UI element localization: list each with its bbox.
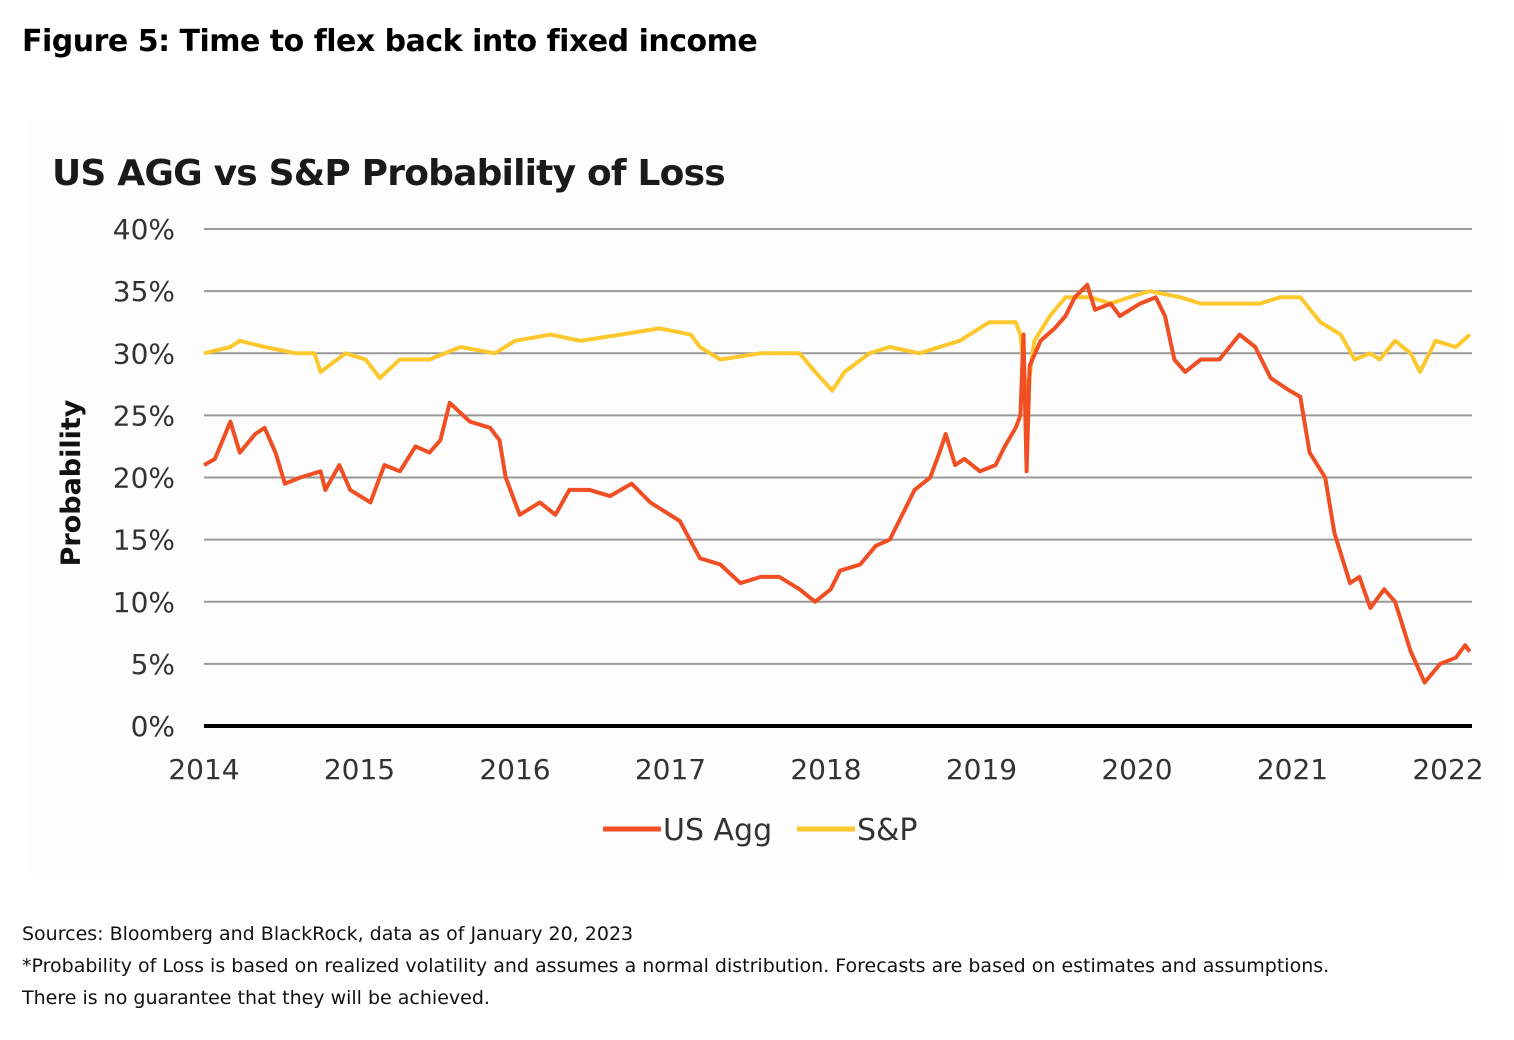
- x-tick-label: 2020: [1101, 753, 1172, 786]
- y-tick-label: 5%: [131, 648, 175, 681]
- y-axis-label: Probability: [56, 399, 87, 566]
- y-tick-label: 30%: [113, 337, 175, 370]
- y-tick-label: 10%: [113, 586, 175, 619]
- legend-label: US Agg: [663, 813, 772, 848]
- guarantee-note: There is no guarantee that they will be …: [22, 987, 490, 1009]
- y-tick-label: 25%: [113, 399, 175, 432]
- x-axis-ticks: 2014 2015 2016 2017 2018 2019 2020 2021 2022: [168, 753, 1483, 786]
- y-axis-ticks: 0% 5% 10% 15% 20% 25% 30% 35% 40%: [113, 213, 175, 743]
- y-tick-label: 15%: [113, 524, 175, 557]
- y-tick-label: 0%: [131, 710, 175, 743]
- series-lines: [203, 282, 1472, 685]
- x-tick-label: 2017: [635, 753, 706, 786]
- x-tick-label: 2021: [1257, 753, 1328, 786]
- series-line-us-agg: [203, 282, 1472, 685]
- x-tick-label: 2016: [479, 753, 550, 786]
- x-tick-label: 2015: [324, 753, 395, 786]
- figure-title: Figure 5: Time to flex back into fixed i…: [22, 24, 758, 59]
- probability-of-loss-chart: US AGG vs S&P Probability of Loss Probab…: [30, 120, 1505, 875]
- gridlines: [204, 228, 1472, 728]
- x-tick-label: 2019: [946, 753, 1017, 786]
- y-tick-label: 40%: [113, 213, 175, 246]
- y-tick-label: 20%: [113, 462, 175, 495]
- disclaimer-note: *Probability of Loss is based on realize…: [22, 955, 1330, 977]
- chart-background: [30, 120, 1505, 875]
- legend: US Agg S&P: [603, 813, 918, 848]
- x-tick-label: 2022: [1412, 753, 1483, 786]
- x-tick-label: 2018: [790, 753, 861, 786]
- legend-label: S&P: [857, 813, 918, 848]
- y-tick-label: 35%: [113, 275, 175, 308]
- x-tick-label: 2014: [168, 753, 239, 786]
- series-line-s-p: [203, 289, 1472, 399]
- sources-note: Sources: Bloomberg and BlackRock, data a…: [22, 923, 634, 945]
- chart-title: US AGG vs S&P Probability of Loss: [52, 153, 725, 194]
